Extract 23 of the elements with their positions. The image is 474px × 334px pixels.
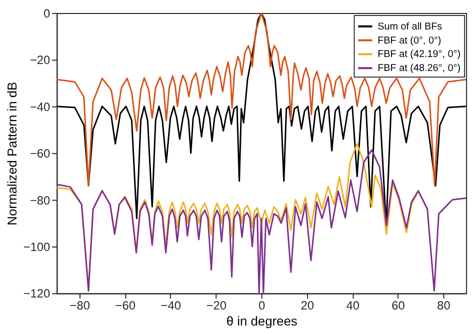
x-tick-label: 80 xyxy=(437,298,451,313)
y-tick-label: −100 xyxy=(23,240,51,254)
legend-label: FBF at (0°, 0°) xyxy=(378,35,442,46)
x-tick-label: 60 xyxy=(392,298,406,313)
y-tick-label: 0 xyxy=(44,6,51,20)
legend-label: FBF at (48.26°, 0°) xyxy=(378,63,461,74)
x-tick-label: 20 xyxy=(300,298,314,313)
y-tick-label: −20 xyxy=(30,53,51,68)
x-axis-title: θ in degrees xyxy=(226,313,298,328)
x-tick-label: −20 xyxy=(206,298,227,313)
x-tick-label: 40 xyxy=(346,298,360,313)
x-tick-label: −60 xyxy=(115,298,136,313)
y-tick-label: −60 xyxy=(30,146,51,161)
y-tick-label: −40 xyxy=(30,100,51,114)
y-axis-title: Normalized Pattern in dB xyxy=(4,82,20,226)
y-tick-label: −120 xyxy=(23,286,51,301)
y-tick-label: −80 xyxy=(30,193,51,208)
x-tick-label: −40 xyxy=(160,298,182,313)
legend-label: FBF at (42.19°, 0°) xyxy=(378,49,461,60)
x-tick-label: −80 xyxy=(70,298,90,313)
x-tick-label: 0 xyxy=(258,298,266,313)
line-series xyxy=(56,12,466,187)
legend-label: Sum of all BFs xyxy=(378,21,442,32)
